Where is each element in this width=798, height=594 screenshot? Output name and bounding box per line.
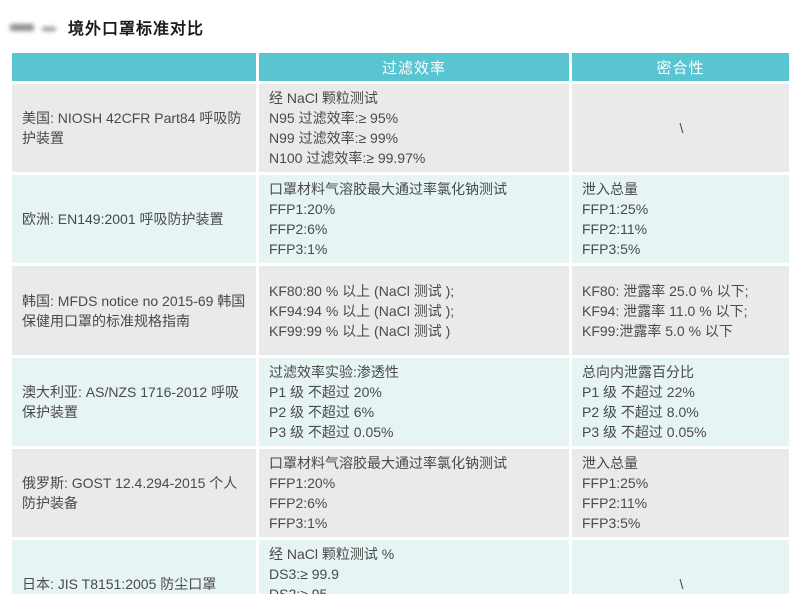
cell-standard: 俄罗斯: GOST 12.4.294-2015 个人防护装备 (12, 449, 256, 537)
title-row: 境外口罩标准对比 (0, 0, 798, 42)
page-title: 境外口罩标准对比 (68, 21, 205, 38)
mask-standards-comparison-table: 过滤效率 密合性 美国: NIOSH 42CFR Part84 呼吸防护装置 经… (9, 50, 792, 594)
cell-filtration: KF80:80 % 以上 (NaCl 测试 ); KF94:94 % 以上 (N… (259, 266, 569, 355)
cell-fit: \ (572, 540, 789, 594)
header-cell-standard (12, 53, 256, 81)
table-row-korea: 韩国: MFDS notice no 2015-69 韩国保健用口罩的标准规格指… (12, 266, 789, 355)
cell-filtration: 过滤效率实验:渗透性 P1 级 不超过 20% P2 级 不超过 6% P3 级… (259, 358, 569, 446)
table-row-japan: 日本: JIS T8151:2005 防尘口罩 经 NaCl 颗粒测试 % DS… (12, 540, 789, 594)
cell-standard: 欧洲: EN149:2001 呼吸防护装置 (12, 175, 256, 263)
cell-filtration: 口罩材料气溶胶最大通过率氯化钠测试 FFP1:20% FFP2:6% FFP3:… (259, 449, 569, 537)
table-row-europe: 欧洲: EN149:2001 呼吸防护装置 口罩材料气溶胶最大通过率氯化钠测试 … (12, 175, 789, 263)
cell-fit: 泄入总量 FFP1:25% FFP2:11% FFP3:5% (572, 449, 789, 537)
table-row-russia: 俄罗斯: GOST 12.4.294-2015 个人防护装备 口罩材料气溶胶最大… (12, 449, 789, 537)
cell-standard: 日本: JIS T8151:2005 防尘口罩 (12, 540, 256, 594)
cell-filtration: 经 NaCl 颗粒测试 N95 过滤效率:≥ 95% N99 过滤效率:≥ 99… (259, 84, 569, 172)
cell-filtration: 口罩材料气溶胶最大通过率氯化钠测试 FFP1:20% FFP2:6% FFP3:… (259, 175, 569, 263)
cell-standard: 美国: NIOSH 42CFR Part84 呼吸防护装置 (12, 84, 256, 172)
header-row: 过滤效率 密合性 (12, 53, 789, 81)
table-row-usa: 美国: NIOSH 42CFR Part84 呼吸防护装置 经 NaCl 颗粒测… (12, 84, 789, 172)
table-row-australia: 澳大利亚: AS/NZS 1716-2012 呼吸保护装置 过滤效率实验:渗透性… (12, 358, 789, 446)
header-cell-fit: 密合性 (572, 53, 789, 81)
cell-fit: \ (572, 84, 789, 172)
cell-fit: 泄入总量 FFP1:25% FFP2:11% FFP3:5% (572, 175, 789, 263)
cell-fit: 总向内泄露百分比 P1 级 不超过 22% P2 级 不超过 8.0% P3 级… (572, 358, 789, 446)
cell-standard: 韩国: MFDS notice no 2015-69 韩国保健用口罩的标准规格指… (12, 266, 256, 355)
cell-filtration: 经 NaCl 颗粒测试 % DS3:≥ 99.9 DS2:≥ 95 DS1:≥ … (259, 540, 569, 594)
cell-fit: KF80: 泄露率 25.0 % 以下; KF94: 泄露率 11.0 % 以下… (572, 266, 789, 355)
redacted-logo (8, 18, 60, 36)
cell-standard: 澳大利亚: AS/NZS 1716-2012 呼吸保护装置 (12, 358, 256, 446)
header-cell-filtration-efficiency: 过滤效率 (259, 53, 569, 81)
